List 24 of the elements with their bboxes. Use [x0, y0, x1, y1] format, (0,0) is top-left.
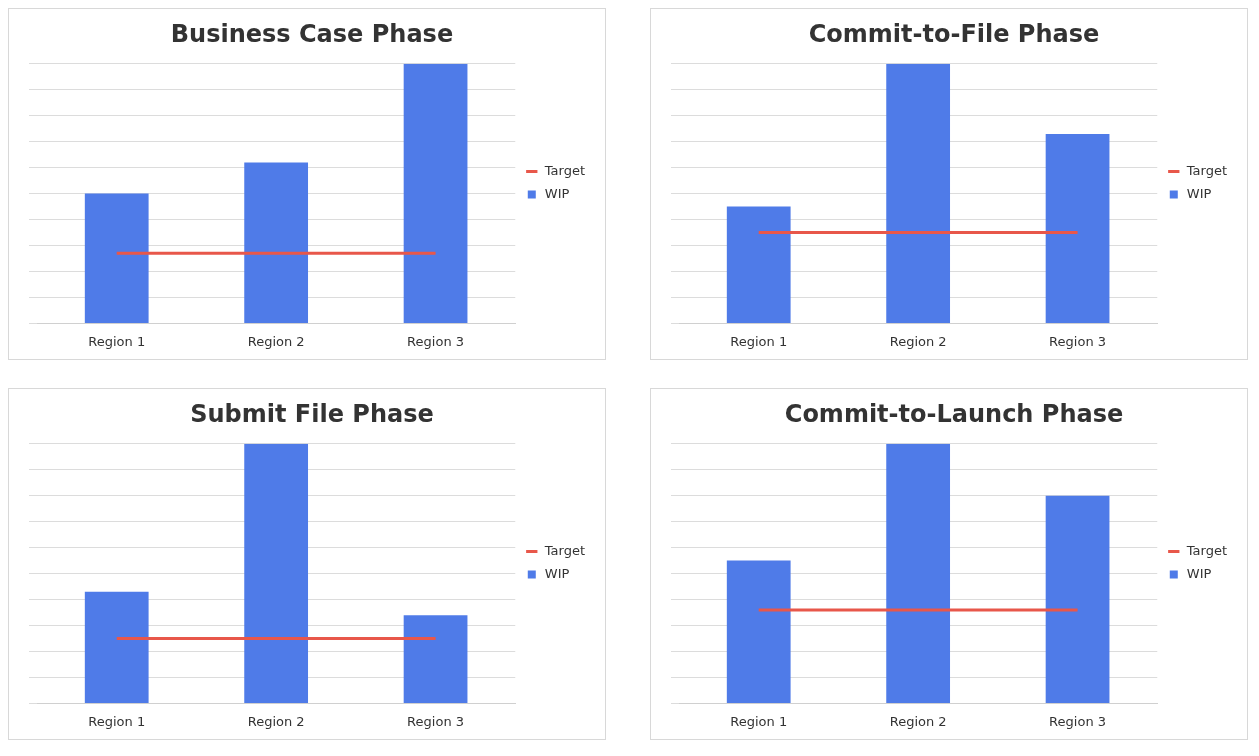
- x-tick-label: Region 3: [407, 333, 465, 349]
- x-tick-label: Region 1: [88, 333, 146, 349]
- legend-label: Target: [1185, 542, 1227, 558]
- legend-label: WIP: [544, 185, 570, 201]
- chart-title: Submit File Phase: [190, 399, 434, 428]
- legend-label: Target: [543, 162, 585, 178]
- x-tick-label: Region 3: [1049, 713, 1107, 729]
- chart-title: Commit-to-Launch Phase: [784, 399, 1124, 428]
- x-tick-label: Region 1: [730, 333, 788, 349]
- legend-label: WIP: [544, 565, 570, 581]
- chart-title: Business Case Phase: [170, 19, 454, 48]
- x-tick-label: Region 3: [1049, 333, 1107, 349]
- x-tick-label: Region 2: [247, 713, 305, 729]
- legend-label: WIP: [1186, 185, 1212, 201]
- chart-title: Commit-to-File Phase: [808, 19, 1100, 48]
- x-tick-label: Region 2: [247, 333, 305, 349]
- x-tick-label: Region 2: [889, 713, 947, 729]
- legend-label: WIP: [1186, 565, 1212, 581]
- x-tick-label: Region 1: [730, 713, 788, 729]
- x-tick-label: Region 3: [407, 713, 465, 729]
- x-tick-label: Region 1: [88, 713, 146, 729]
- x-tick-label: Region 2: [889, 333, 947, 349]
- legend-label: Target: [1185, 162, 1227, 178]
- legend-label: Target: [543, 542, 585, 558]
